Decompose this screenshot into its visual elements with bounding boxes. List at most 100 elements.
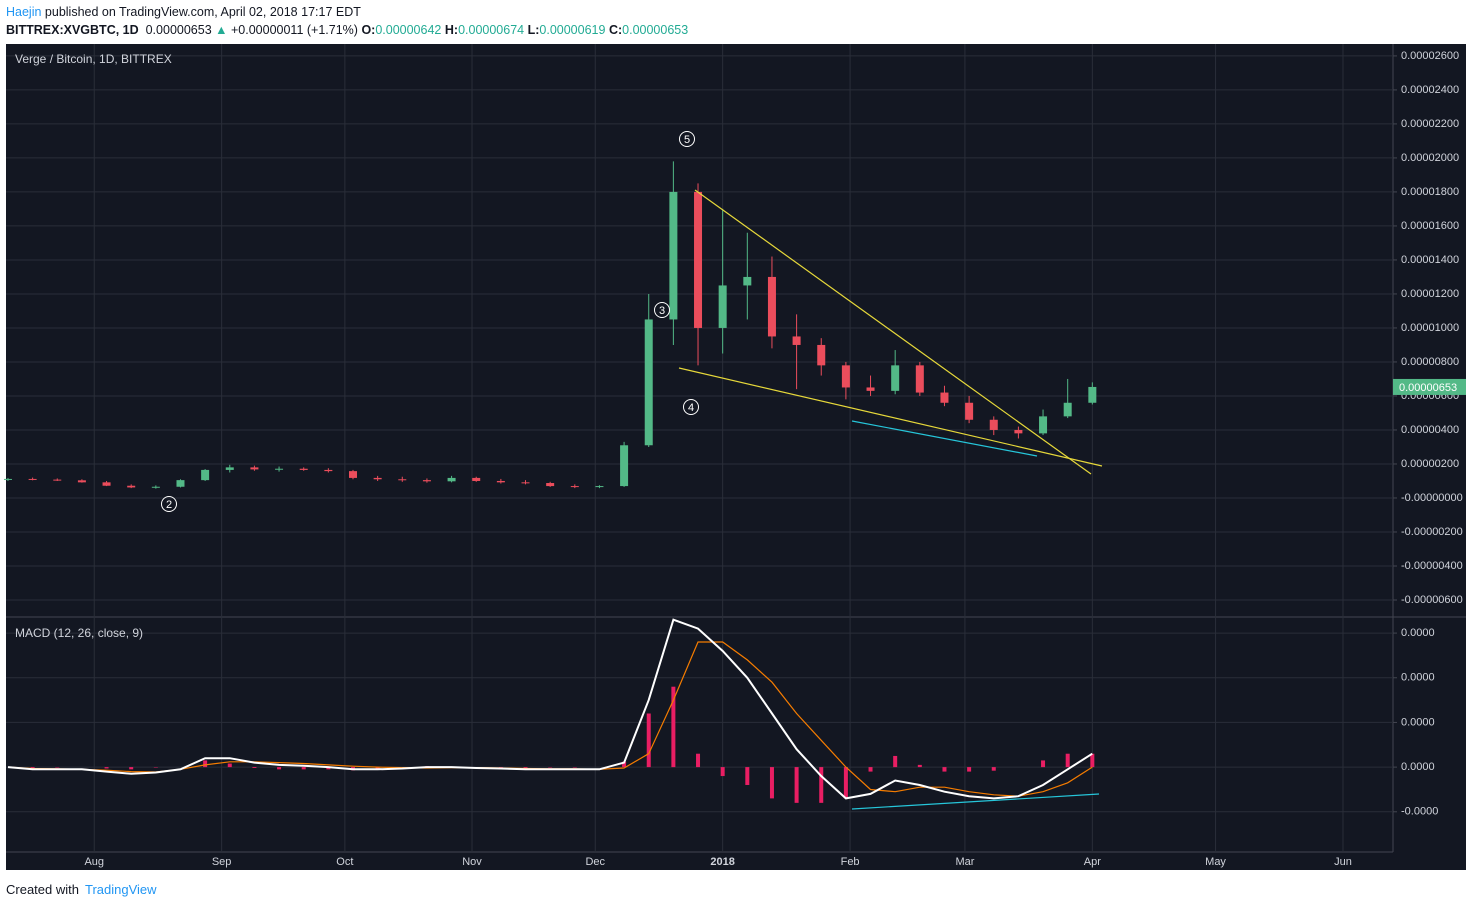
l: 0.00000619 xyxy=(539,23,606,37)
candle-body xyxy=(521,482,530,484)
y-tick-label: -0.00000200 xyxy=(1401,526,1463,538)
last-price-tag xyxy=(1393,378,1466,395)
candle-body xyxy=(1088,386,1097,403)
x-tick-label: Dec xyxy=(585,856,605,868)
histogram-bar xyxy=(942,767,947,772)
histogram-bar xyxy=(203,760,208,768)
x-tick-label: Oct xyxy=(336,856,353,868)
histogram-bar xyxy=(30,767,35,769)
candle-body xyxy=(151,486,160,488)
c: 0.00000653 xyxy=(622,23,689,37)
candle-body xyxy=(767,276,776,337)
histogram-bar xyxy=(868,767,873,772)
histogram-bar xyxy=(967,767,972,772)
histogram-bar xyxy=(917,764,922,768)
x-tick-label: Apr xyxy=(1084,856,1101,868)
histogram-bar xyxy=(720,767,725,777)
x-tick-label: Feb xyxy=(841,856,860,868)
published: published on TradingView.com, April 02, … xyxy=(44,5,361,19)
y-tick-label: 0.0000 xyxy=(1401,716,1435,728)
candle-body xyxy=(225,467,234,470)
last: 0.00000653 xyxy=(145,23,212,37)
candle-body xyxy=(102,482,111,486)
annotation-circle xyxy=(161,496,177,512)
candle-body xyxy=(669,191,678,320)
x-tick-label: Mar xyxy=(955,856,974,868)
l-label: L: xyxy=(527,23,540,37)
candle-body xyxy=(28,478,37,480)
y-tick-label: 0.00000800 xyxy=(1401,356,1459,368)
candle-body xyxy=(398,479,407,481)
candle-body xyxy=(373,477,382,480)
trendline xyxy=(678,367,1103,467)
candle-body xyxy=(3,478,12,480)
y-tick-label: -0.00000600 xyxy=(1401,594,1463,606)
o-label: O: xyxy=(361,23,376,37)
trendline xyxy=(694,189,1092,475)
histogram-bar xyxy=(277,767,282,770)
y-tick-label: 0.00001200 xyxy=(1401,288,1459,300)
author[interactable]: Haejin xyxy=(6,5,42,19)
brand[interactable]: TradingView xyxy=(84,882,157,897)
candle-body xyxy=(915,365,924,393)
y-tick-label: -0.00000000 xyxy=(1401,492,1463,504)
histogram-bar xyxy=(622,761,627,768)
histogram-bar xyxy=(1065,753,1070,768)
x-tick-label: Jun xyxy=(1334,856,1352,868)
annotation: 5 xyxy=(684,134,690,146)
candle-body xyxy=(743,276,752,286)
annotations xyxy=(161,131,699,512)
y-tick-label: 0.00000200 xyxy=(1401,458,1459,470)
histogram-bar xyxy=(1041,760,1046,768)
histogram-bar xyxy=(696,753,701,768)
h: 0.00000674 xyxy=(458,23,525,37)
annotation: 2 xyxy=(166,499,172,511)
histogram-bar xyxy=(129,767,134,770)
annotation: 4 xyxy=(688,402,694,414)
y-tick-label: 0.00002000 xyxy=(1401,152,1459,164)
annotation: 3 xyxy=(659,305,665,317)
y-tick-label: 0.00001800 xyxy=(1401,186,1459,198)
y-tick-label: -0.0000 xyxy=(1401,806,1438,818)
candle-body xyxy=(1063,402,1072,417)
macd-title: MACD (12, 26, close, 9) xyxy=(15,626,143,640)
c-label: C: xyxy=(608,23,623,37)
y-tick-label: 0.00000400 xyxy=(1401,424,1459,436)
annotation-circle xyxy=(683,399,699,415)
candle-body xyxy=(570,486,579,488)
up-arrow: ▲ xyxy=(215,23,228,37)
candle-body xyxy=(891,365,900,391)
histogram-bar xyxy=(819,767,824,803)
candle-body xyxy=(201,469,210,481)
histogram-bar xyxy=(375,767,380,770)
y-tick-label: 0.0000 xyxy=(1401,761,1435,773)
footer: Created with TradingView xyxy=(6,882,157,897)
histogram-bar xyxy=(769,767,774,799)
candle-body xyxy=(472,477,481,481)
trendlines xyxy=(678,189,1103,810)
candle-body xyxy=(324,469,333,472)
candle-body xyxy=(940,392,949,403)
candle-body xyxy=(792,336,801,345)
macd-line xyxy=(7,618,1093,800)
symbol: BITTREX:XVGBTC, 1D xyxy=(6,23,139,37)
y-tick-label: 0.00001400 xyxy=(1401,254,1459,266)
y-tick-label: 0.00002200 xyxy=(1401,118,1459,130)
y-tick-label: 0.00001000 xyxy=(1401,322,1459,334)
chart-bg xyxy=(6,44,1466,870)
y-tick-label: 0.00002400 xyxy=(1401,84,1459,96)
o: 0.00000642 xyxy=(375,23,442,37)
histogram-bar xyxy=(301,767,306,770)
histogram-bar xyxy=(326,767,331,770)
candle-body xyxy=(841,365,850,388)
annotation-circle xyxy=(679,131,695,147)
candle-body xyxy=(620,445,629,487)
candle-body xyxy=(866,387,875,391)
candle-body xyxy=(299,468,308,470)
trendline xyxy=(851,793,1100,810)
candle-body xyxy=(275,468,284,470)
histogram-bar xyxy=(991,767,996,771)
histogram-bar xyxy=(843,767,848,799)
header: Haejin published on TradingView.com, Apr… xyxy=(6,3,688,39)
